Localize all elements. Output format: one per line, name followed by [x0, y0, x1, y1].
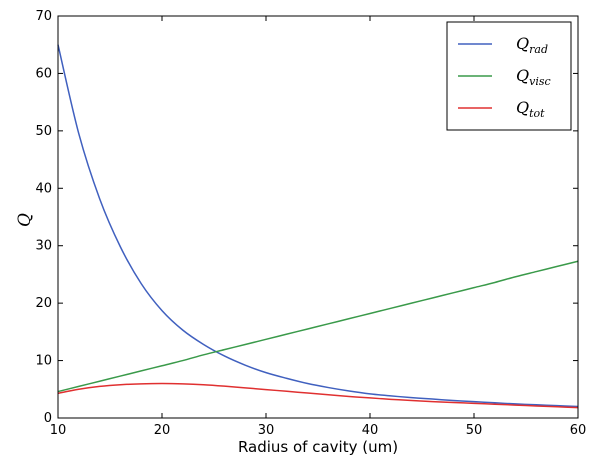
- y-tick-label: 30: [35, 239, 52, 254]
- x-tick-label: 20: [154, 423, 171, 438]
- y-tick-label: 0: [44, 411, 52, 426]
- x-tick-label: 10: [50, 423, 67, 438]
- x-tick-label: 60: [570, 423, 587, 438]
- y-tick-label: 60: [35, 66, 52, 81]
- y-tick-label: 10: [35, 354, 52, 369]
- legend: Qrad Qvisc Qtot: [446, 21, 572, 131]
- series-layer: [57, 44, 579, 409]
- x-tick-label: 50: [466, 423, 483, 438]
- series-line-tot: [57, 382, 579, 409]
- x-tick-label: 30: [258, 423, 275, 438]
- legend-label-visc: Qvisc: [516, 66, 551, 88]
- x-axis-label: Radius of cavity (um): [238, 438, 398, 456]
- y-tick-label: 50: [35, 124, 52, 139]
- plot-frame: [57, 15, 579, 419]
- y-tick-label: 20: [35, 296, 52, 311]
- y-axis-label: Q: [15, 213, 35, 227]
- legend-label-rad: Qrad: [516, 34, 548, 56]
- series-line-rad: [57, 44, 579, 408]
- x-tick-label: 40: [362, 423, 379, 438]
- y-tick-label: 40: [35, 181, 52, 196]
- y-tick-label: 70: [35, 9, 52, 24]
- legend-label-tot: Qtot: [516, 98, 545, 120]
- series-line-visc: [57, 260, 579, 393]
